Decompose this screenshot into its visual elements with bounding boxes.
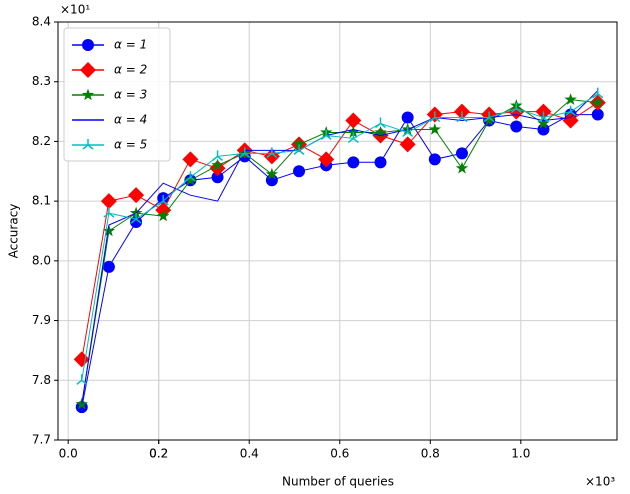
marker (211, 158, 224, 171)
marker (265, 167, 279, 180)
marker (128, 187, 145, 204)
marker (102, 260, 115, 273)
marker (80, 62, 96, 78)
marker (293, 165, 306, 178)
marker (82, 139, 94, 150)
marker (591, 108, 604, 121)
marker (428, 123, 441, 135)
marker (456, 111, 468, 123)
marker (455, 161, 469, 174)
x-tick-label: 0.2 (149, 447, 168, 461)
marker (81, 88, 95, 101)
marker (157, 195, 169, 206)
marker (482, 114, 496, 126)
marker (345, 112, 362, 129)
x-tick-label: 0.8 (421, 447, 440, 461)
marker (591, 96, 604, 108)
marker (102, 224, 116, 237)
x-tick-label: 0.4 (240, 447, 259, 461)
x-tick-label: 0.6 (330, 447, 349, 461)
marker (266, 147, 278, 158)
marker (100, 193, 117, 210)
x-tick-label: 0.2 (149, 447, 168, 461)
marker (510, 102, 522, 114)
marker (374, 126, 387, 138)
legend-label: α = 2 (114, 63, 147, 77)
series-line (81, 93, 599, 381)
y-tick-label: 8.2 (32, 134, 51, 148)
marker (239, 147, 251, 158)
marker (592, 87, 604, 99)
marker (130, 216, 143, 229)
series-line (81, 90, 599, 405)
legend-label: α = 4 (114, 113, 147, 127)
y-axis-label: Accuracy (7, 204, 21, 259)
x-tick-label: 1.0 (511, 447, 530, 461)
y-multiplier: ×10¹ (60, 3, 90, 17)
marker (537, 111, 549, 123)
marker (184, 173, 197, 186)
legend-label: α = 5 (114, 138, 147, 152)
marker (212, 150, 224, 161)
legend-box (63, 27, 171, 162)
marker (211, 171, 224, 184)
marker (76, 374, 88, 385)
marker (374, 156, 387, 169)
marker (157, 209, 170, 222)
marker (564, 93, 577, 105)
marker (182, 151, 199, 168)
legend-label: α = 3 (114, 88, 147, 102)
plot-frame (57, 21, 618, 441)
x-axis-label: Number of queries (282, 475, 394, 489)
marker (399, 136, 416, 153)
x-multiplier: ×10³ (585, 475, 615, 489)
marker (320, 129, 332, 141)
marker (510, 120, 523, 133)
marker (293, 144, 305, 155)
marker (483, 111, 495, 123)
marker (537, 117, 550, 129)
marker (455, 147, 468, 160)
x-tick-label: 0.0 (59, 447, 78, 461)
marker (402, 126, 414, 138)
marker (318, 151, 335, 168)
marker (347, 132, 359, 144)
marker (401, 111, 414, 124)
y-tick-label: 8.0 (32, 253, 51, 267)
marker (292, 137, 306, 150)
y-tick-label: 8.4 (32, 15, 51, 29)
legend-label: α = 1 (114, 38, 147, 52)
marker (347, 156, 360, 169)
y-tick-label: 7.8 (32, 373, 51, 387)
marker (565, 105, 577, 117)
marker (103, 207, 115, 218)
marker (130, 213, 142, 224)
marker (562, 112, 579, 129)
marker (263, 148, 280, 165)
y-tick-label: 7.7 (32, 433, 51, 447)
marker (428, 153, 441, 166)
marker (375, 117, 386, 129)
marker (82, 39, 94, 51)
marker (184, 171, 196, 182)
y-tick-label: 7.9 (32, 313, 51, 327)
marker (429, 111, 441, 123)
marker (347, 126, 360, 138)
y-tick-label: 8.3 (32, 74, 51, 88)
y-tick-label: 8.1 (32, 194, 51, 208)
